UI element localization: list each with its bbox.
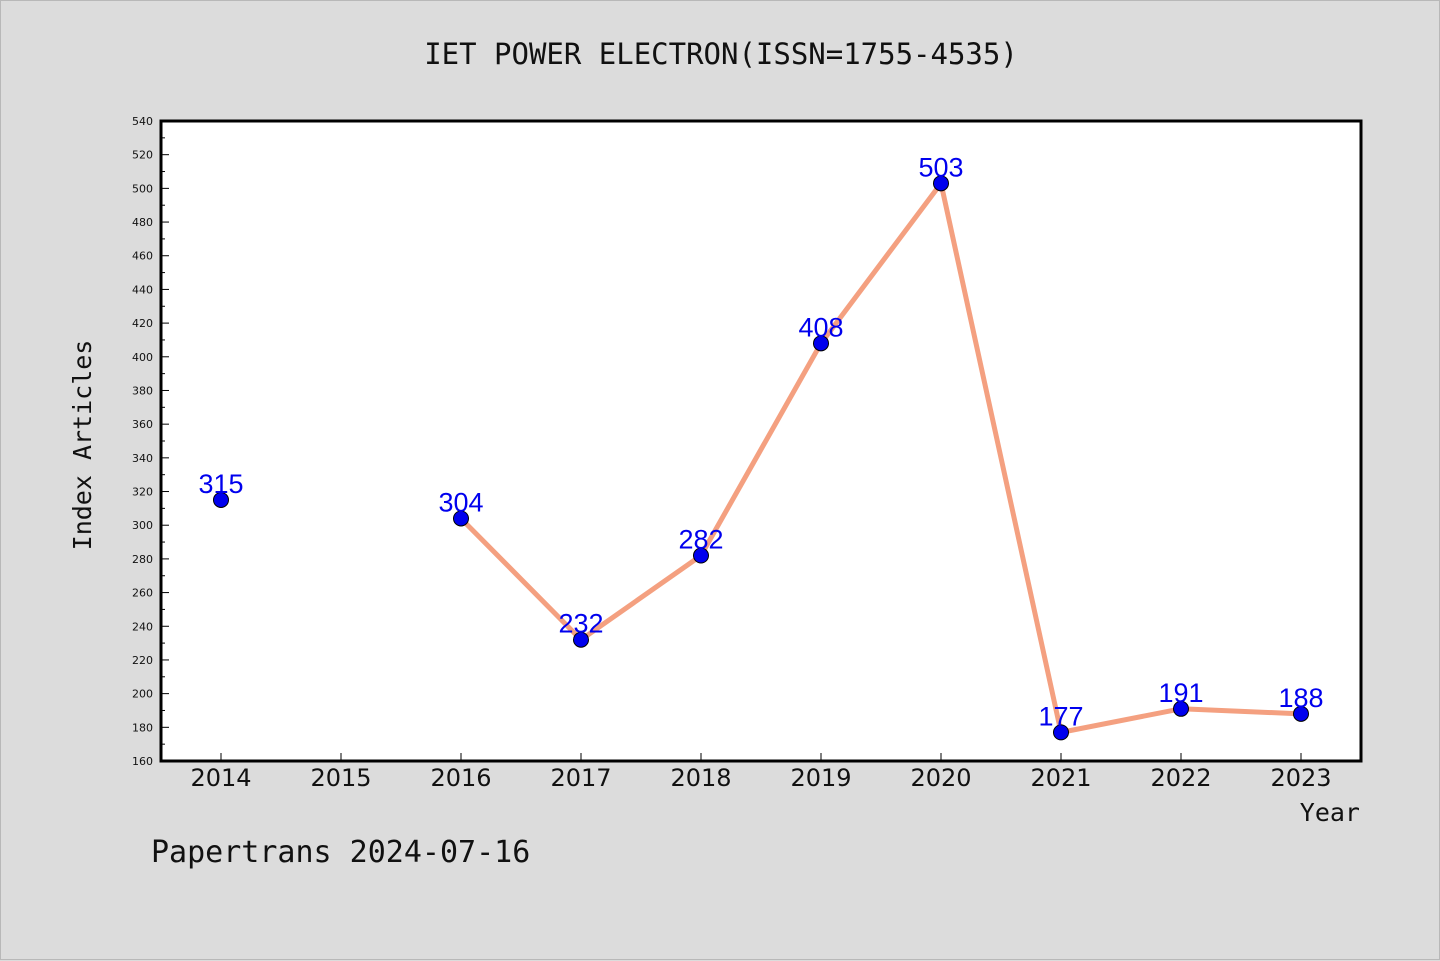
footer-watermark: Papertrans 2024-07-16 [151, 835, 531, 870]
y-tick-label: 160 [132, 755, 153, 768]
data-point [1293, 705, 1309, 722]
y-tick-label: 540 [132, 115, 153, 128]
y-tick-label: 220 [132, 654, 153, 667]
y-tick-label: 440 [132, 283, 153, 296]
x-tick-label: 2015 [310, 764, 371, 792]
data-label: 188 [1278, 683, 1323, 713]
data-point [693, 547, 709, 564]
y-tick-label: 280 [132, 553, 153, 566]
series-line [458, 180, 1304, 735]
y-tick-label: 340 [132, 452, 153, 465]
y-tick-label: 260 [132, 587, 153, 600]
x-tick-label: 2020 [910, 764, 971, 792]
y-tick-label: 380 [132, 384, 153, 397]
x-tick-label: 2014 [190, 764, 251, 792]
data-point [453, 510, 469, 527]
data-label: 232 [558, 609, 603, 639]
y-tick-label: 200 [132, 688, 153, 701]
data-label: 177 [1038, 701, 1083, 731]
y-tick-label: 520 [132, 149, 153, 162]
data-label: 315 [198, 469, 243, 499]
y-tick-label: 300 [132, 519, 153, 532]
data-point [933, 175, 949, 192]
data-label: 304 [438, 487, 483, 517]
y-tick-label: 180 [132, 721, 153, 734]
data-point [1053, 724, 1069, 741]
x-tick-label: 2019 [790, 764, 851, 792]
data-label: 408 [798, 312, 843, 342]
x-tick-label: 2016 [430, 764, 491, 792]
data-point [1173, 700, 1189, 717]
y-tick-label: 480 [132, 216, 153, 229]
y-tick-label: 240 [132, 620, 153, 633]
y-tick-label: 400 [132, 351, 153, 364]
chart-title: IET POWER ELECTRON(ISSN=1755-4535) [424, 37, 1018, 71]
x-tick-label: 2021 [1030, 764, 1091, 792]
y-tick-label: 420 [132, 317, 153, 330]
data-label: 282 [678, 525, 723, 555]
y-tick-label: 320 [132, 486, 153, 499]
y-tick-label: 460 [132, 250, 153, 263]
y-tick-label: 500 [132, 182, 153, 195]
plot-area [159, 119, 1363, 763]
x-tick-label: 2018 [670, 764, 731, 792]
y-axis-title: Index Articles [68, 340, 97, 551]
data-label: 503 [918, 152, 963, 182]
data-point [213, 491, 229, 508]
x-tick-label: 2022 [1150, 764, 1211, 792]
data-label: 191 [1158, 678, 1203, 708]
data-point [813, 335, 829, 352]
x-tick-label: 2023 [1270, 764, 1331, 792]
x-axis-title: Year [1300, 798, 1360, 827]
x-tick-label: 2017 [550, 764, 611, 792]
data-point [573, 631, 589, 648]
y-tick-label: 360 [132, 418, 153, 431]
